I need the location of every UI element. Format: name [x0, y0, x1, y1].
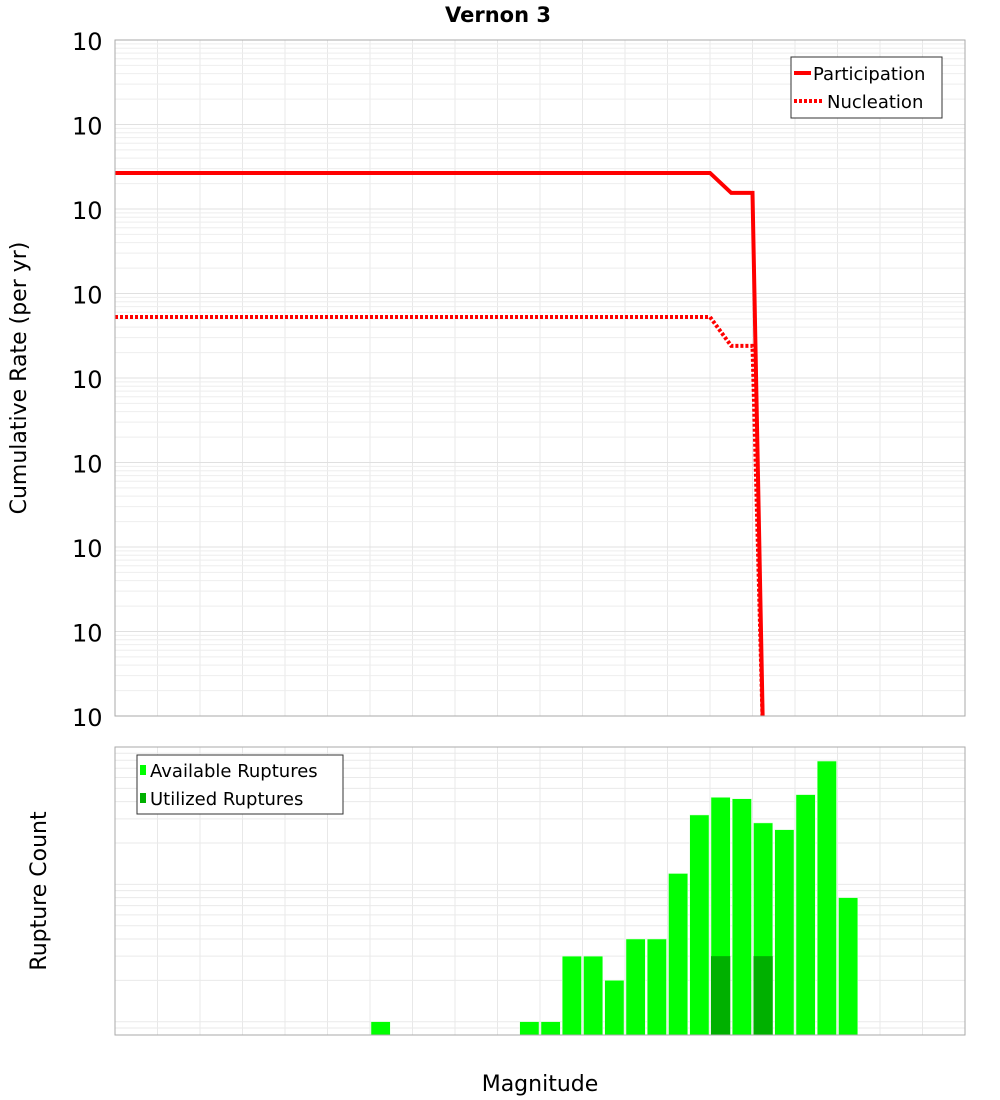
y-tick-label-base: 10: [72, 366, 103, 394]
legend-utilized-label: Utilized Ruptures: [150, 789, 303, 810]
top-grid: [114, 40, 966, 717]
legend-available-swatch: [140, 765, 146, 775]
nucleation-line: [115, 315, 765, 716]
legend-utilized-swatch: [140, 793, 146, 803]
bar-available: [519, 1021, 540, 1036]
axes: 10 10 10 10 10 10 10 10 10: [72, 28, 103, 732]
bar-available: [732, 798, 752, 1036]
bar-available: [562, 955, 582, 1036]
bar-available: [838, 897, 858, 1036]
y-tick-label-base: 10: [72, 620, 103, 648]
bottom-y-axis-label: Rupture Count: [27, 811, 52, 971]
bar-available: [540, 1021, 561, 1036]
legend-available-label: Available Ruptures: [150, 761, 318, 782]
bar-available: [795, 794, 816, 1036]
y-tick-label-base: 10: [72, 451, 103, 479]
rate-lines: [115, 170, 765, 716]
x-axis-label: Magnitude: [482, 1072, 599, 1097]
histogram-bars: [370, 760, 858, 1036]
legend-nucleation-label: Nucleation: [827, 92, 923, 113]
top-plot-border: [114, 39, 966, 717]
bar-available: [625, 938, 646, 1036]
participation-line: [115, 170, 765, 716]
y-tick-label-base: 10: [72, 113, 103, 141]
legend-participation-label: Participation: [813, 64, 925, 85]
bottom-plot-border: [114, 746, 966, 1036]
y-tick-label-base: 10: [72, 282, 103, 310]
bar-available: [668, 873, 688, 1036]
top-legend: Participation Nucleation: [790, 56, 943, 119]
bar-available: [370, 1021, 391, 1036]
bar-available: [583, 955, 603, 1036]
bar-available: [647, 938, 667, 1036]
bar-available: [604, 980, 625, 1036]
y-tick-label-base: 10: [72, 28, 103, 56]
bar-available: [774, 829, 795, 1036]
bar-available: [689, 814, 710, 1036]
chart-title: Vernon 3: [445, 3, 551, 27]
top-y-axis-label: Cumulative Rate (per yr): [7, 242, 32, 515]
bottom-grid: [114, 747, 966, 1036]
bar-utilized: [753, 956, 773, 1035]
bar-utilized: [711, 956, 731, 1035]
bar-available: [817, 760, 837, 1036]
y-tick-label-base: 10: [72, 197, 103, 225]
bottom-legend: Available Ruptures Utilized Ruptures: [136, 754, 344, 815]
y-tick-label-base: 10: [72, 704, 103, 732]
y-tick-label-base: 10: [72, 535, 103, 563]
